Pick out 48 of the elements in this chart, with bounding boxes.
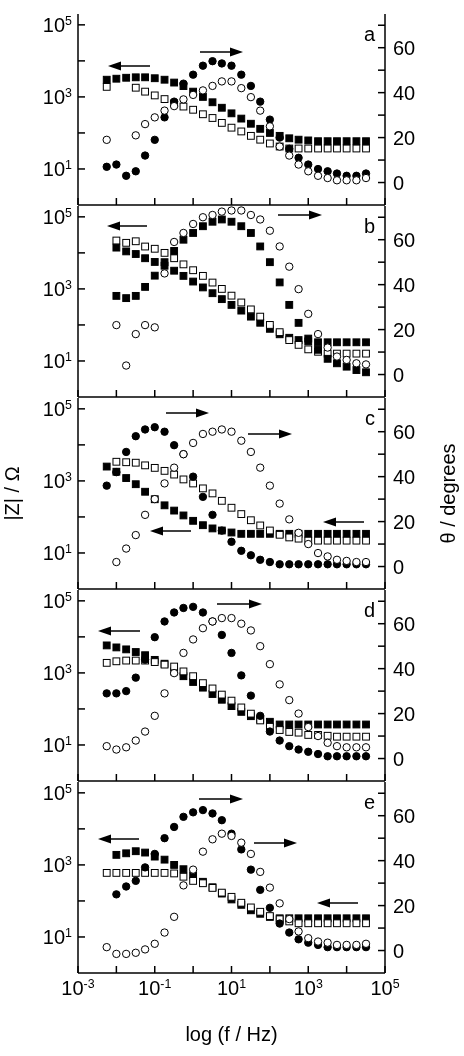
y-tick-label: 10$^{3}$ <box>42 86 73 109</box>
y2-tick-label: 0 <box>393 363 405 386</box>
y2-tick-label: 40 <box>393 273 416 296</box>
y2-axis-title: θ / degrees <box>437 443 459 544</box>
y2-tick-label: 60 <box>393 420 416 443</box>
y-tick-label: 10$^{1}$ <box>42 158 73 181</box>
x-tick-label: 10$^{-3}$ <box>61 977 95 999</box>
y2-tick-label: 60 <box>393 228 416 251</box>
y-tick-label: 10$^{5}$ <box>42 14 73 37</box>
y-tick-label: 10$^{5}$ <box>42 206 73 229</box>
y-tick-label: 10$^{3}$ <box>42 278 73 301</box>
x-tick-label: 10$^{1}$ <box>216 977 247 999</box>
annotation: b <box>363 215 375 237</box>
y2-tick-label: 20 <box>393 126 416 149</box>
x-tick-label: 10$^{3}$ <box>293 977 323 999</box>
y2-tick-label: 40 <box>393 465 416 488</box>
y2-tick-label: 40 <box>393 849 416 872</box>
y-tick-label: 10$^{1}$ <box>42 542 73 565</box>
y2-tick-label: 20 <box>393 510 416 533</box>
annotation: e <box>363 791 375 813</box>
y2-tick-label: 0 <box>393 747 405 770</box>
x-tick-label: 10$^{-1}$ <box>138 977 172 999</box>
y-tick-label: 10$^{3}$ <box>42 662 73 685</box>
y2-tick-label: 60 <box>393 612 416 635</box>
y2-tick-label: 20 <box>393 702 416 725</box>
y-tick-label: 10$^{3}$ <box>42 470 73 493</box>
y2-tick-label: 0 <box>393 939 405 962</box>
y2-tick-label: 60 <box>393 36 416 59</box>
y-tick-label: 10$^{1}$ <box>42 926 73 949</box>
y2-tick-label: 0 <box>393 555 405 578</box>
y2-tick-label: 0 <box>393 171 405 194</box>
y-tick-label: 10$^{3}$ <box>42 854 73 877</box>
y-tick-label: 10$^{5}$ <box>42 398 73 421</box>
annotation: d <box>363 599 375 621</box>
y-tick-label: 10$^{1}$ <box>42 350 73 373</box>
x-tick-label: 10$^{5}$ <box>370 977 400 999</box>
x-axis-title: log (f / Hz) <box>185 1023 278 1045</box>
y2-tick-label: 20 <box>393 318 416 341</box>
y-tick-label: 10$^{5}$ <box>42 782 73 805</box>
y2-tick-label: 20 <box>393 894 416 917</box>
y2-tick-label: 60 <box>393 804 416 827</box>
y2-tick-label: 40 <box>393 657 416 680</box>
y-axis-title: |Z| / Ω <box>1 466 23 521</box>
annotation: c <box>365 407 375 429</box>
y2-tick-label: 40 <box>393 81 416 104</box>
annotation: a <box>363 23 376 45</box>
y-tick-label: 10$^{5}$ <box>42 590 73 613</box>
y-tick-label: 10$^{1}$ <box>42 734 73 757</box>
